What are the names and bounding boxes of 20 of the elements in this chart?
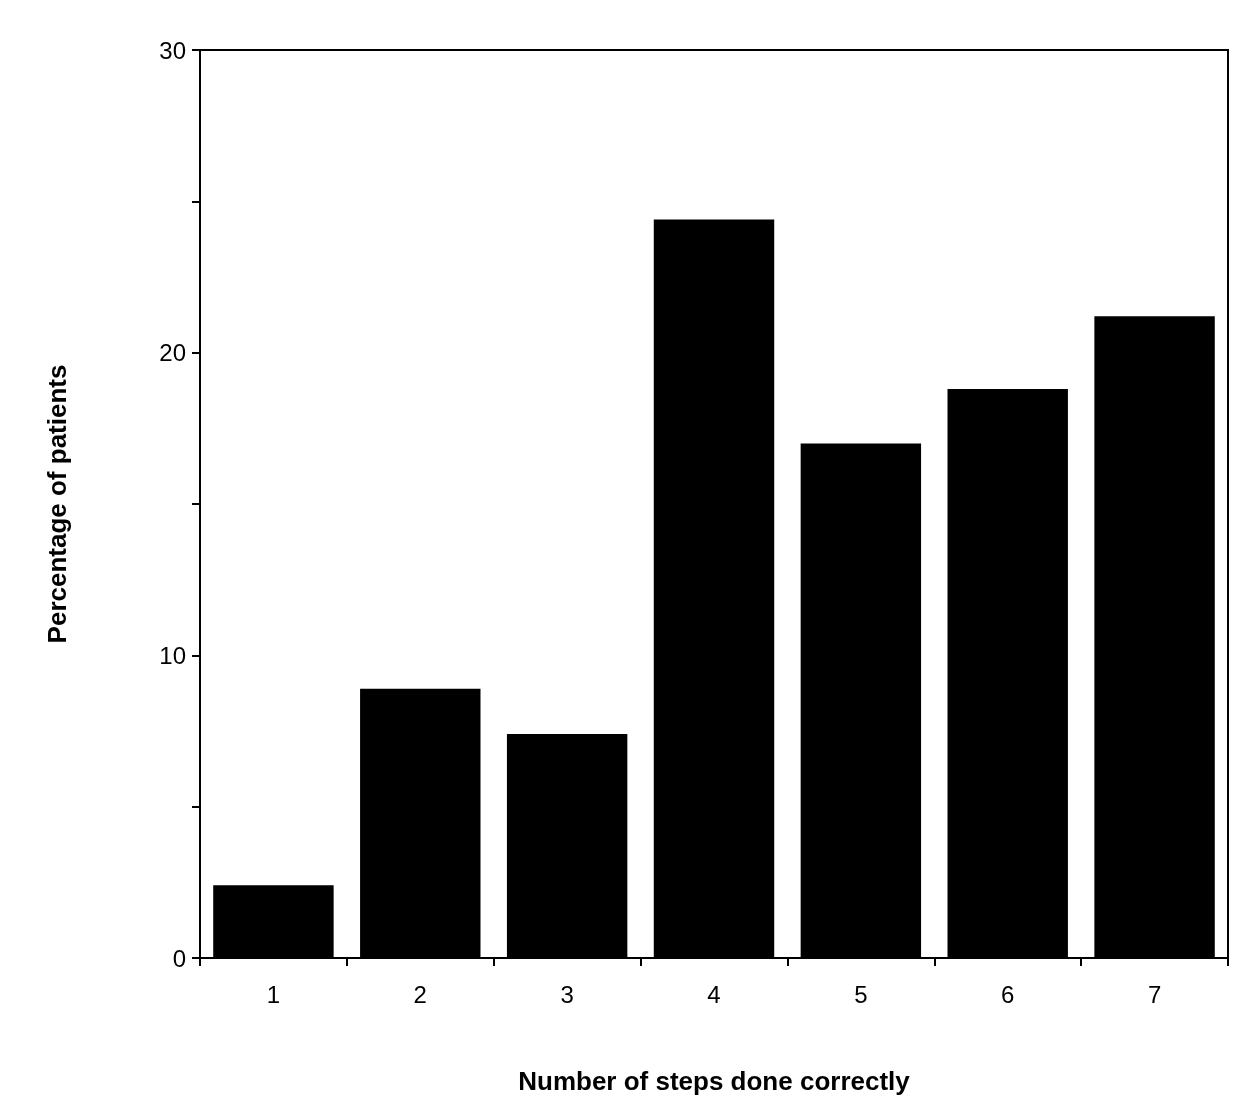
bar (1094, 316, 1215, 958)
y-tick-label: 0 (172, 944, 186, 972)
y-tick-label: 20 (159, 339, 186, 367)
x-axis-title: Number of steps done correctly (518, 1066, 911, 1096)
bar (800, 443, 922, 958)
x-tick-label: 2 (413, 980, 427, 1008)
x-tick-label: 3 (560, 980, 574, 1008)
x-tick-label: 4 (707, 980, 721, 1008)
bar (947, 388, 1068, 958)
y-tick-label: 10 (159, 641, 186, 669)
bar (506, 734, 628, 958)
x-tick-label: 5 (854, 980, 868, 1008)
x-tick-label: 7 (1147, 980, 1162, 1008)
y-tick-label: 30 (159, 36, 186, 64)
bar (360, 688, 481, 958)
x-tick-label: 1 (266, 980, 281, 1008)
y-axis-title: Percentage of patients (42, 364, 72, 644)
x-tick-label: 6 (1001, 980, 1015, 1008)
bar (653, 219, 775, 958)
bar (213, 885, 334, 958)
